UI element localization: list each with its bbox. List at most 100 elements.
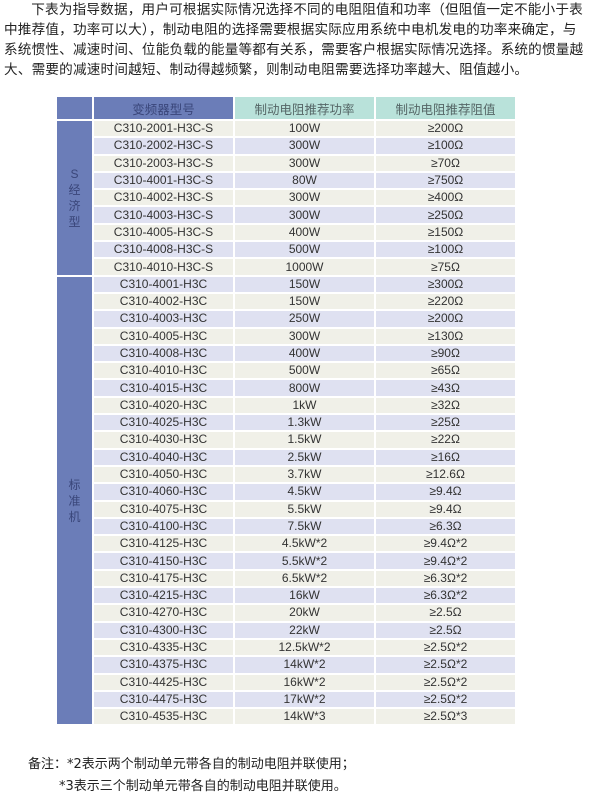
table-row: S 经 济 型 C310-2001-H3C-S 100W ≥200Ω [57, 121, 515, 275]
table-row: C310-4060-H3C 4.5kW ≥9.4Ω [57, 484, 515, 500]
cell-power: 17kW*2 [235, 691, 374, 708]
cell-model: C310-4335-H3C [94, 639, 233, 656]
cell-power: 4.5kW [235, 484, 374, 500]
cell-resistance: ≥9.4Ω*2 [376, 536, 515, 552]
table-row: C310-4075-H3C 5.5kW ≥9.4Ω [57, 501, 515, 517]
cell-power: 1kW [235, 397, 374, 414]
group-label: 标 准 机 [57, 276, 92, 725]
table-row: C310-4425-H3C 16kW*2 ≥2.5Ω*2 [57, 674, 515, 690]
table-row: C310-4335-H3C 12.5kW*2 ≥2.5Ω*2 [57, 639, 515, 656]
cell-model: C310-4005-H3C-S [94, 224, 233, 241]
cell-resistance: ≥2.5Ω*2 [376, 639, 515, 656]
table-row: C310-2003-H3C-S 300W ≥70Ω [57, 155, 515, 171]
footnote: 备注：*2表示两个制动单元带各自的制动电阻并联使用； *3表示三个制动单元带各自… [28, 754, 355, 798]
cell-model: C310-4270-H3C [94, 605, 233, 621]
table-row: C310-4215-H3C 16kW ≥6.3Ω*2 [57, 588, 515, 604]
cell-power: 1.5kW [235, 432, 374, 448]
cell-model: C310-4030-H3C [94, 432, 233, 448]
cell-resistance: ≥130Ω [376, 328, 515, 344]
cell-model: C310-4001-H3C [94, 276, 233, 292]
cell-resistance: ≥75Ω [376, 259, 515, 275]
intro-paragraph: 下表为指导数据，用户可根据实际情况选择不同的电阻阻值和功率（但阻值一定不能小于表… [4, 2, 584, 78]
cell-power: 2.5kW [235, 449, 374, 465]
cell-model: C310-4100-H3C [94, 518, 233, 535]
table-row: C310-4005-H3C-S 400W ≥150Ω [57, 224, 515, 241]
table-row: C310-4002-H3C 150W ≥220Ω [57, 293, 515, 310]
cell-power: 100W [235, 121, 374, 137]
table-row: C310-4375-H3C 14kW*2 ≥2.5Ω*2 [57, 657, 515, 673]
cell-power: 16kW [235, 588, 374, 604]
cell-power: 22kW [235, 622, 374, 638]
table-row: C310-4270-H3C 20kW ≥2.5Ω [57, 605, 515, 621]
table-row: C310-4150-H3C 5.5kW*2 ≥9.4Ω*2 [57, 553, 515, 569]
table-row: C310-4100-H3C 7.5kW ≥6.3Ω [57, 518, 515, 535]
table-row: C310-4020-H3C 1kW ≥32Ω [57, 397, 515, 414]
cell-power: 1.3kW [235, 415, 374, 431]
cell-resistance: ≥2.5Ω*3 [376, 709, 515, 725]
cell-power: 7.5kW [235, 518, 374, 535]
cell-resistance: ≥70Ω [376, 155, 515, 171]
table-row: C310-4125-H3C 4.5kW*2 ≥9.4Ω*2 [57, 536, 515, 552]
cell-model: C310-4475-H3C [94, 691, 233, 708]
cell-resistance: ≥22Ω [376, 432, 515, 448]
cell-resistance: ≥6.3Ω*2 [376, 588, 515, 604]
table-row: C310-4010-H3C 500W ≥65Ω [57, 363, 515, 379]
table-header-row: 变频器型号 制动电阻推荐功率 制动电阻推荐阻值 [57, 97, 515, 119]
braking-resistor-table: 变频器型号 制动电阻推荐功率 制动电阻推荐阻值 S 经 济 型 C310-2001… [55, 95, 517, 726]
cell-resistance: ≥300Ω [376, 276, 515, 292]
cell-resistance: ≥6.3Ω [376, 518, 515, 535]
table-row: C310-4300-H3C 22kW ≥2.5Ω [57, 622, 515, 638]
table-row: C310-4003-H3C 250W ≥200Ω [57, 311, 515, 327]
cell-power: 6.5kW*2 [235, 570, 374, 587]
cell-resistance: ≥750Ω [376, 172, 515, 189]
cell-power: 400W [235, 224, 374, 241]
cell-model: C310-4535-H3C [94, 709, 233, 725]
cell-model: C310-4003-H3C [94, 311, 233, 327]
cell-power: 12.5kW*2 [235, 639, 374, 656]
cell-power: 500W [235, 242, 374, 258]
cell-power: 300W [235, 155, 374, 171]
cell-power: 150W [235, 276, 374, 292]
cell-resistance: ≥32Ω [376, 397, 515, 414]
cell-model: C310-2001-H3C-S [94, 121, 233, 137]
table-row: C310-4025-H3C 1.3kW ≥25Ω [57, 415, 515, 431]
cell-resistance: ≥2.5Ω*2 [376, 657, 515, 673]
cell-resistance: ≥2.5Ω [376, 622, 515, 638]
footnote-line-1: 备注：*2表示两个制动单元带各自的制动电阻并联使用； [28, 757, 355, 772]
cell-model: C310-4020-H3C [94, 397, 233, 414]
cell-model: C310-4215-H3C [94, 588, 233, 604]
cell-model: C310-4150-H3C [94, 553, 233, 569]
cell-resistance: ≥25Ω [376, 415, 515, 431]
table-row: C310-4175-H3C 6.5kW*2 ≥6.3Ω*2 [57, 570, 515, 587]
cell-resistance: ≥9.4Ω [376, 484, 515, 500]
cell-model: C310-4050-H3C [94, 466, 233, 483]
cell-model: C310-4008-H3C-S [94, 242, 233, 258]
cell-model: C310-4002-H3C [94, 293, 233, 310]
cell-power: 500W [235, 363, 374, 379]
footnote-line-2: *3表示三个制动单元带各自的制动电阻并联使用。 [59, 779, 347, 794]
cell-model: C310-2002-H3C-S [94, 138, 233, 154]
cell-resistance: ≥2.5Ω*2 [376, 674, 515, 690]
cell-resistance: ≥200Ω [376, 121, 515, 137]
table-row: C310-4002-H3C-S 300W ≥400Ω [57, 190, 515, 206]
cell-resistance: ≥9.4Ω*2 [376, 553, 515, 569]
table-row: C310-4008-H3C 400W ≥90Ω [57, 345, 515, 362]
cell-power: 150W [235, 293, 374, 310]
cell-power: 300W [235, 138, 374, 154]
header-model: 变频器型号 [94, 97, 233, 119]
cell-resistance: ≥250Ω [376, 207, 515, 223]
cell-power: 14kW*3 [235, 709, 374, 725]
cell-power: 300W [235, 190, 374, 206]
cell-model: C310-4300-H3C [94, 622, 233, 638]
cell-resistance: ≥400Ω [376, 190, 515, 206]
cell-model: C310-4425-H3C [94, 674, 233, 690]
cell-model: C310-4060-H3C [94, 484, 233, 500]
cell-power: 5.5kW*2 [235, 553, 374, 569]
table-row: C310-4475-H3C 17kW*2 ≥2.5Ω*2 [57, 691, 515, 708]
table-row: C310-4030-H3C 1.5kW ≥22Ω [57, 432, 515, 448]
table-row: C310-2002-H3C-S 300W ≥100Ω [57, 138, 515, 154]
cell-power: 300W [235, 207, 374, 223]
cell-resistance: ≥2.5Ω [376, 605, 515, 621]
cell-resistance: ≥2.5Ω*2 [376, 691, 515, 708]
header-group [57, 97, 92, 119]
